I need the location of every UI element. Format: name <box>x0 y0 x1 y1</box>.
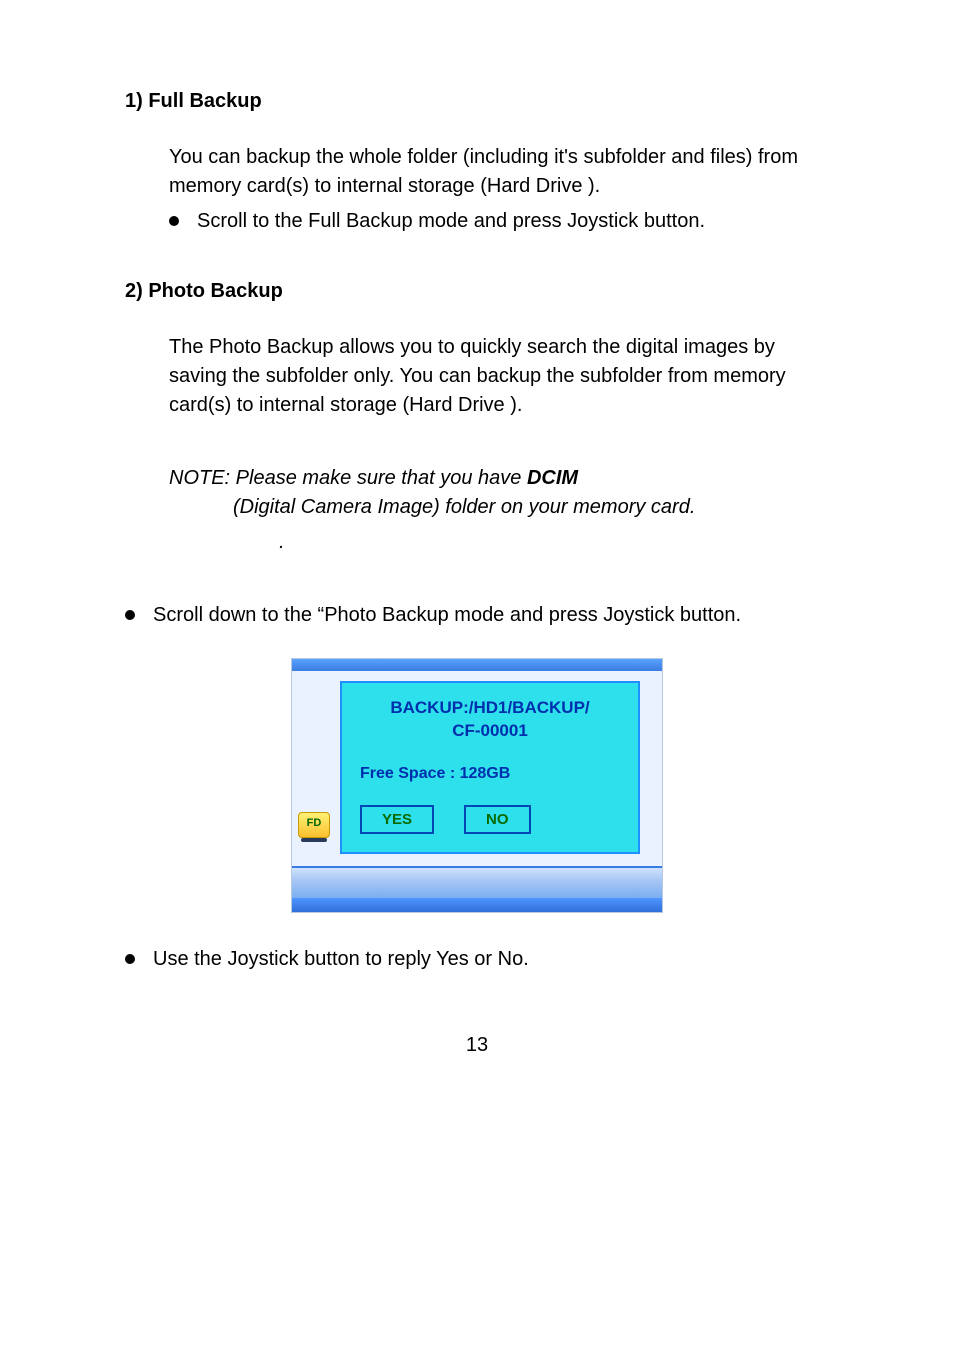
bullet-dot-icon <box>125 954 135 964</box>
body-full-backup: You can backup the whole folder (includi… <box>169 143 829 236</box>
dialog-body: FD BACKUP:/HD1/BACKUP/ CF-00001 Free Spa… <box>292 671 662 866</box>
note-dcim: DCIM <box>527 467 578 489</box>
note-block: NOTE: Please make sure that you have DCI… <box>169 464 829 557</box>
backup-dialog: FD BACKUP:/HD1/BACKUP/ CF-00001 Free Spa… <box>291 658 663 913</box>
note-line2: (Digital Camera Image) folder on your me… <box>233 493 829 522</box>
page-number: 13 <box>125 1034 829 1057</box>
dialog-footer <box>292 866 662 898</box>
para-photo-backup: The Photo Backup allows you to quickly s… <box>169 333 829 420</box>
dialog-bottombar <box>292 898 662 912</box>
fd-drive-icon: FD <box>298 812 330 838</box>
heading-full-backup: 1) Full Backup <box>125 90 829 113</box>
page-content: 1) Full Backup You can backup the whole … <box>0 0 954 1117</box>
note-line1-pre: NOTE: Please make sure that you have <box>169 467 527 489</box>
dialog-panel: BACKUP:/HD1/BACKUP/ CF-00001 Free Space … <box>340 681 640 854</box>
dialog-side: FD <box>292 812 336 866</box>
dialog-titlebar <box>292 659 662 671</box>
no-button[interactable]: NO <box>464 805 531 834</box>
note-trailing-dot: . <box>279 528 829 557</box>
bullet-scroll-down: Scroll down to the “Photo Backup mode an… <box>125 601 829 630</box>
body-photo-backup: The Photo Backup allows you to quickly s… <box>169 333 829 420</box>
dialog-title-line1: BACKUP:/HD1/BACKUP/ <box>390 698 589 717</box>
dialog-backup-path: BACKUP:/HD1/BACKUP/ CF-00001 <box>356 697 624 743</box>
bullet-full-backup: Scroll to the Full Backup mode and press… <box>169 207 829 236</box>
bullet-reply-text: Use the Joystick button to reply Yes or … <box>153 945 529 974</box>
note-line1: NOTE: Please make sure that you have DCI… <box>169 464 829 493</box>
dialog-buttons: YES NO <box>360 805 620 834</box>
dialog-title-line2: CF-00001 <box>452 721 528 740</box>
dialog-free-space: Free Space : 128GB <box>360 765 624 783</box>
bullet-dot-icon <box>169 216 179 226</box>
para-full-backup: You can backup the whole folder (includi… <box>169 143 829 201</box>
bullet-reply: Use the Joystick button to reply Yes or … <box>125 945 829 974</box>
heading-photo-backup: 2) Photo Backup <box>125 280 829 303</box>
bullet-dot-icon <box>125 610 135 620</box>
bullet-scroll-text: Scroll down to the “Photo Backup mode an… <box>153 601 741 630</box>
bullet-full-backup-text: Scroll to the Full Backup mode and press… <box>197 207 705 236</box>
yes-button[interactable]: YES <box>360 805 434 834</box>
